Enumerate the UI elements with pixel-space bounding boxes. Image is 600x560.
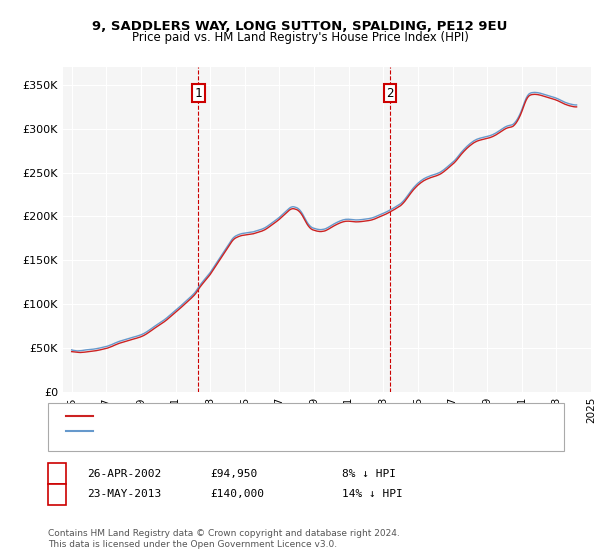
Text: Price paid vs. HM Land Registry's House Price Index (HPI): Price paid vs. HM Land Registry's House … <box>131 31 469 44</box>
Text: 9, SADDLERS WAY, LONG SUTTON, SPALDING, PE12 9EU: 9, SADDLERS WAY, LONG SUTTON, SPALDING, … <box>92 20 508 32</box>
Text: 1: 1 <box>53 469 61 479</box>
Text: 9, SADDLERS WAY, LONG SUTTON, SPALDING, PE12 9EU (detached house): 9, SADDLERS WAY, LONG SUTTON, SPALDING, … <box>96 410 482 421</box>
Text: 2: 2 <box>53 489 61 500</box>
Text: 8% ↓ HPI: 8% ↓ HPI <box>342 469 396 479</box>
Text: 14% ↓ HPI: 14% ↓ HPI <box>342 489 403 500</box>
Text: 23-MAY-2013: 23-MAY-2013 <box>87 489 161 500</box>
Text: Contains HM Land Registry data © Crown copyright and database right 2024.
This d: Contains HM Land Registry data © Crown c… <box>48 529 400 549</box>
Text: £94,950: £94,950 <box>210 469 257 479</box>
Text: 1: 1 <box>194 87 202 100</box>
Text: 26-APR-2002: 26-APR-2002 <box>87 469 161 479</box>
Text: HPI: Average price, detached house, South Holland: HPI: Average price, detached house, Sout… <box>96 426 362 436</box>
Text: £140,000: £140,000 <box>210 489 264 500</box>
Text: 2: 2 <box>386 87 394 100</box>
